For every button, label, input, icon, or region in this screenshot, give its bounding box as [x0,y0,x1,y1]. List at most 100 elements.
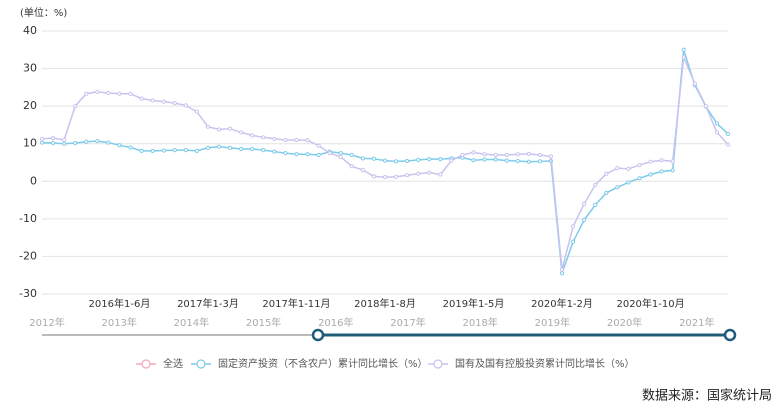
point [570,239,576,244]
point [548,154,554,159]
point [526,151,531,156]
point [449,158,454,163]
legend-icon[interactable] [433,359,443,369]
point [272,149,277,154]
series-line [41,57,729,270]
point [227,145,233,150]
point [493,152,498,158]
point [670,168,675,173]
point [725,131,731,137]
y-unit-label: (单位：%) [20,6,67,19]
point [692,81,697,86]
point [537,159,543,164]
x-tick-label: 2020年1-10月 [616,297,684,310]
point [681,55,686,60]
point [106,90,111,96]
y-tick-label: 10 [23,137,37,150]
point [593,182,598,188]
point [139,96,144,101]
point [515,152,520,157]
point [537,152,543,158]
point [393,159,399,164]
point [648,159,653,164]
point [183,103,188,108]
point [316,143,321,148]
point [128,91,133,96]
point [305,152,310,157]
point [250,133,255,138]
point [161,99,166,104]
timeline-label[interactable]: 2014年 [174,316,209,329]
y-tick-label: 40 [23,24,37,37]
point [360,156,365,161]
point [106,140,111,145]
timeline-handle[interactable] [311,328,325,342]
point [427,157,432,162]
timeline-label[interactable]: 2016年 [318,316,353,329]
point [526,159,531,164]
point [161,148,166,153]
legend-label[interactable]: 国有及国有控股投资累计同比增长（%） [455,357,635,370]
legend-label[interactable]: 固定资产投资（不含农户）累计同比增长（%） [218,357,428,370]
point [73,140,78,146]
point [570,224,576,229]
y-tick-label: 20 [23,99,37,112]
point [725,142,731,147]
timeline-label[interactable]: 2017年 [390,316,425,329]
timeline-label[interactable]: 2013年 [101,316,136,329]
point [393,174,399,179]
point [349,164,354,169]
point [416,171,421,176]
x-tick-label: 2017年1-11月 [262,297,330,310]
point [227,126,233,131]
point [427,170,432,175]
point [183,148,188,153]
timeline-handle[interactable] [723,328,737,342]
point [615,185,620,190]
legend-select-all[interactable]: 全选 [163,357,183,370]
legend-icon[interactable] [141,359,151,369]
point [637,176,642,181]
point [559,267,565,272]
point [703,104,708,109]
point [216,144,222,149]
point [39,136,45,141]
timeline-label[interactable]: 2018年 [462,316,497,329]
timeline-label[interactable]: 2020年 [607,316,642,329]
point [659,158,664,163]
y-tick-label: -30 [19,287,37,300]
point [205,124,211,129]
point [604,171,609,176]
point [637,163,642,168]
point [128,145,133,150]
x-tick-label: 2017年1-3月 [177,297,239,310]
point [593,202,598,208]
point [95,89,100,94]
point [50,140,56,146]
point [216,127,222,132]
timeline-label[interactable]: 2019年 [535,316,570,329]
point [283,151,288,156]
legend-icon[interactable] [196,359,206,369]
timeline-label[interactable]: 2021年 [679,316,714,329]
point [493,157,498,162]
timeline-label[interactable]: 2012年 [29,316,64,329]
point [582,201,587,206]
point [405,158,410,164]
point [338,151,343,156]
x-tick-label: 2018年1-8月 [354,297,416,310]
point [360,167,365,173]
point [626,166,631,171]
point [482,152,487,157]
point [316,152,321,158]
point [670,159,675,164]
point [117,143,122,148]
point [305,138,310,143]
point [294,137,299,143]
y-tick-label: -20 [19,249,37,262]
point [438,157,443,162]
timeline-label[interactable]: 2015年 [246,316,281,329]
point [471,158,476,163]
point [382,158,388,163]
point [371,174,377,179]
